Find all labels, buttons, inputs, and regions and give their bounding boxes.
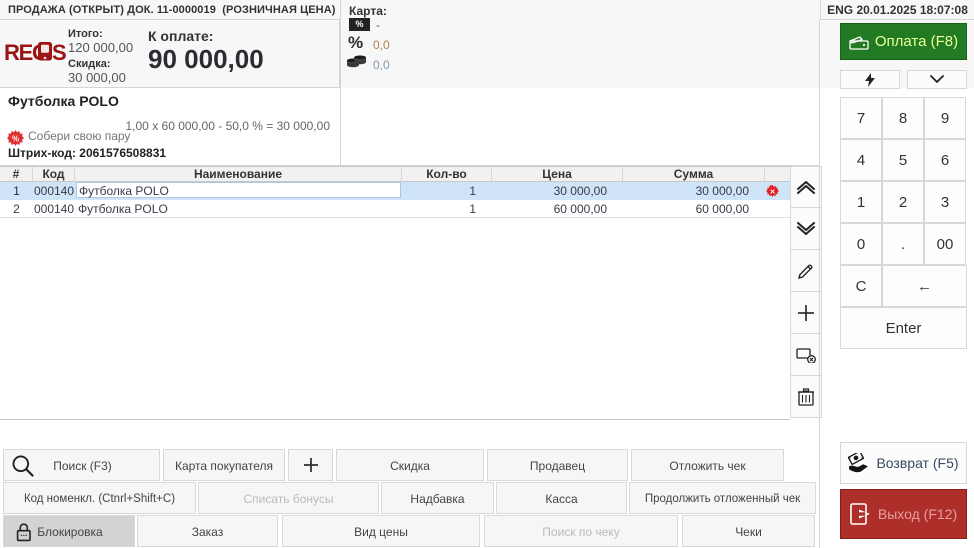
svg-text:S: S bbox=[52, 40, 66, 65]
svg-text:✕: ✕ bbox=[770, 189, 776, 196]
svg-text:%: % bbox=[12, 135, 19, 144]
